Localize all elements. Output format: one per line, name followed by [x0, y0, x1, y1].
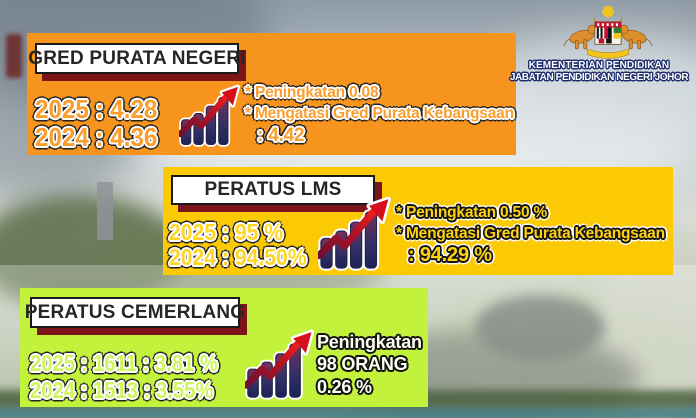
panel-title: PERATUS CEMERLANG — [24, 301, 246, 323]
logo-text: KEMENTERIAN PENDIDIKAN JABATAN PENDIDIKA… — [503, 60, 695, 84]
year-values: 2025 : 1611 : 3.81 % 2024 : 1513 : 3.55% — [30, 350, 219, 403]
value-row-2025: 2025 : 4.28 — [35, 93, 158, 124]
value-row-2024: 2024 : 4.36 — [35, 122, 158, 153]
growth-chart-icon — [318, 197, 392, 271]
panel-peratus-lms: PERATUS LMS 2025 : 95 % 2024 : 94.50% * … — [163, 167, 673, 275]
value-row-2025: 2025 : 1611 : 3.81 % — [30, 350, 218, 377]
note-line: 0.26 % — [317, 376, 372, 397]
panel-title-box: PERATUS LMS — [171, 175, 375, 205]
note-line: 98 ORANG — [317, 354, 408, 374]
panel-body: 2025 : 1611 : 3.81 % 2024 : 1513 : 3.55%… — [30, 327, 426, 403]
note-line: : 4.42 — [257, 125, 305, 147]
panel-title: GRED PURATA NEGERI — [28, 47, 246, 69]
red-roof-blob — [6, 34, 22, 78]
value-row-2024: 2024 : 94.50% — [169, 244, 307, 271]
logo-ministry-line: KEMENTERIAN PENDIDIKAN — [528, 60, 670, 71]
note-line: Peningkatan — [317, 331, 422, 352]
panel-gred-purata-negeri: GRED PURATA NEGERI 2025 : 4.28 2024 : 4.… — [27, 33, 516, 155]
growth-chart-icon — [245, 327, 315, 403]
panel-title-box: PERATUS CEMERLANG — [25, 297, 245, 328]
panel-notes: * Peningkatan 0.50 % * Mengatasi Gred Pu… — [396, 203, 665, 271]
note-line: * Peningkatan 0.08 — [245, 84, 379, 102]
panel-notes: Peningkatan 98 ORANG 0.26 % — [317, 331, 422, 404]
panel-title-box: GRED PURATA NEGERI — [28, 43, 246, 74]
panel-peratus-cemerlang: PERATUS CEMERLANG 2025 : 1611 : 3.81 % 2… — [20, 288, 428, 407]
panel-body: 2025 : 95 % 2024 : 94.50% * Peningkatan … — [169, 197, 669, 271]
panel-notes: * Peningkatan 0.08 * Mengatasi Gred Pura… — [245, 83, 514, 152]
logo-department-line: JABATAN PENDIDIKAN NEGERI JOHOR — [509, 72, 689, 83]
panel-body: 2025 : 4.28 2024 : 4.36 * Peningkatan 0.… — [35, 81, 514, 152]
note-line: * Mengatasi Gred Purata Kebangsaan — [245, 105, 514, 123]
value-row-2024: 2024 : 1513 : 3.55% — [30, 376, 214, 403]
growth-chart-icon — [179, 81, 241, 151]
shield — [594, 21, 622, 45]
waterline-strip — [0, 407, 696, 418]
tower-building — [97, 182, 113, 240]
banner-scroll — [587, 48, 629, 59]
panel-title: PERATUS LMS — [204, 179, 342, 200]
year-values: 2025 : 95 % 2024 : 94.50% — [169, 218, 307, 272]
year-values: 2025 : 4.28 2024 : 4.36 — [35, 95, 167, 152]
note-line: * Mengatasi Gred Purata Kebangsaan — [396, 224, 665, 242]
note-line: * Peningkatan 0.50 % — [396, 204, 548, 222]
value-row-2025: 2025 : 95 % — [169, 218, 284, 245]
note-line: : 94.29 % — [408, 244, 492, 266]
malaysia-coat-of-arms-icon — [563, 5, 653, 59]
